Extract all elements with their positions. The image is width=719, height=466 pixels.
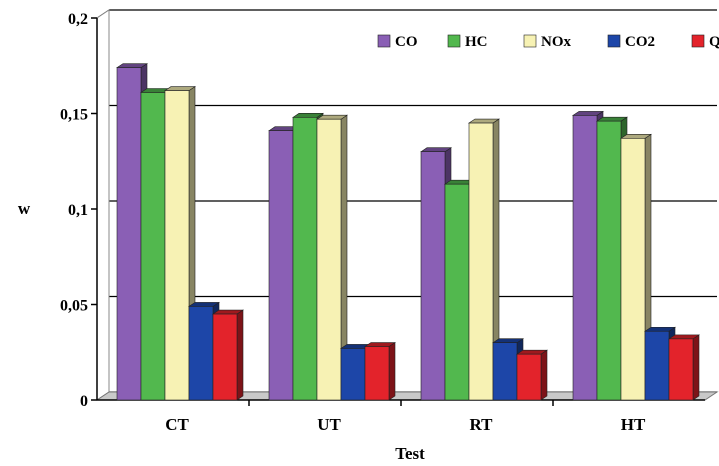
y-tick-label: 0,1 [68,202,88,219]
x-tick-label: CT [165,415,189,434]
bar-front [212,313,238,401]
legend-item-nox: NOx [523,34,572,50]
bar-front [316,118,342,401]
bar-front [444,183,470,401]
bar-front [292,117,318,401]
legend-swatch [691,34,705,48]
bar-side [388,341,396,401]
legend-item-hc: HC [447,34,488,50]
x-tick-labels: CT UT RT HT [165,400,646,434]
bar-front [668,338,694,401]
bar-front [596,120,622,401]
x-tick-label: HT [621,415,646,434]
legend-item-q: Q [691,34,719,50]
y-axis-label: w [18,199,31,218]
bar-q-ct [212,309,244,401]
bar-front [492,342,518,401]
bar-front [340,348,366,401]
x-tick-label: UT [317,415,341,434]
y-tick-label: 0,15 [60,107,88,124]
bar-q-ht [668,334,700,401]
legend-swatch [607,34,621,48]
legend-label: HC [465,34,488,50]
y-tick-label: 0,2 [68,11,88,28]
bar-front [572,115,598,401]
y-tick-labels: 0 0,05 0,1 0,15 0,2 [60,11,97,410]
legend-item-co: CO [377,34,418,50]
bars [116,63,700,401]
bar-front [140,92,166,401]
bar-front [268,130,294,401]
legend-swatch [447,34,461,48]
bar-front [468,122,494,401]
bar-front [164,90,190,401]
bar-q-rt [516,349,548,401]
legend-label: CO [395,34,418,50]
legend-label: NOx [541,34,572,50]
bar-side [692,334,700,401]
y-tick-label: 0,05 [60,298,88,315]
legend: CO HC NOx CO2 Q [377,34,719,50]
legend-label: Q [709,34,719,50]
legend-label: CO2 [625,34,655,50]
legend-swatch [377,34,391,48]
bar-nox-rt [468,118,500,401]
bar-front [420,151,446,401]
bar-side [236,309,244,401]
bar-q-ut [364,341,396,401]
legend-swatch [523,34,537,48]
bar-front [516,353,542,401]
bar-front [364,346,390,401]
left-wall [96,9,110,401]
y-tick-label: 0 [80,393,88,410]
bar-nox-ut [316,114,348,401]
x-axis-label: Test [395,444,425,463]
bar-front [620,138,646,401]
bar-front [188,306,214,401]
x-tick-label: RT [469,415,493,434]
bar-front [644,330,670,401]
legend-item-co2: CO2 [607,34,655,50]
bar-side [540,349,548,401]
bar-front [116,67,142,401]
